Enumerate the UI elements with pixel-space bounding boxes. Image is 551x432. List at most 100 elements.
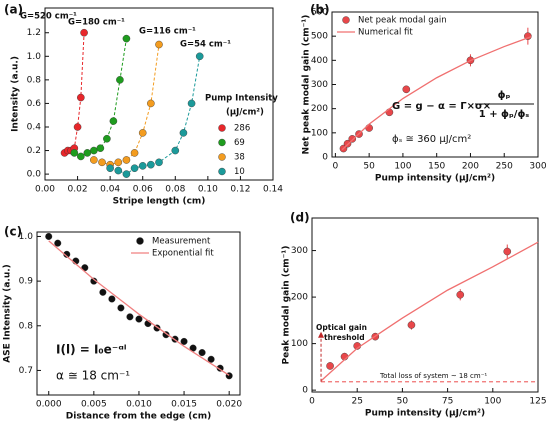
- x-tick-label: 0.14: [263, 185, 283, 195]
- marker: [122, 170, 131, 178]
- marker: [106, 164, 114, 173]
- series-annotation: G=520 cm⁻¹: [20, 12, 77, 22]
- y-tick-label: 200: [311, 104, 328, 114]
- series-line: [64, 32, 85, 154]
- loss-label: Total loss of system ~ 18 cm⁻¹: [379, 372, 487, 380]
- marker: [96, 144, 105, 152]
- y-axis-title: Peak modal gain (cm⁻¹): [282, 246, 292, 365]
- panel-label: (b): [310, 3, 330, 17]
- x-tick-label: 0.08: [165, 185, 185, 195]
- x-tick-label: 250: [496, 162, 513, 172]
- legend-marker: [342, 16, 350, 24]
- marker: [45, 232, 53, 240]
- marker: [135, 315, 143, 323]
- marker: [155, 158, 163, 167]
- marker: [402, 85, 411, 94]
- marker: [83, 149, 92, 157]
- formula-denominator: 1 + ϕₚ/ϕₛ: [479, 109, 530, 120]
- formula: I(l) = I₀e⁻ᵅˡ: [56, 343, 127, 357]
- marker: [456, 290, 465, 299]
- series-annotation: G=116 cm⁻¹: [139, 27, 196, 37]
- marker: [108, 295, 116, 303]
- x-tick-label: 25: [351, 397, 362, 407]
- marker: [207, 355, 215, 363]
- marker: [407, 321, 416, 329]
- x-tick-label: 100: [394, 162, 411, 172]
- y-tick-label: 0.4: [27, 122, 42, 132]
- marker: [130, 149, 139, 157]
- x-tick-label: 300: [529, 162, 546, 172]
- y-tick-label: 1.2: [27, 28, 41, 38]
- x-tick-label: 0.015: [171, 400, 197, 410]
- x-tick-label: 75: [442, 397, 453, 407]
- legend-title: Pump Intensity: [205, 94, 278, 104]
- y-tick-label: 0.9: [19, 277, 34, 287]
- marker: [122, 34, 131, 43]
- marker: [114, 158, 123, 167]
- y-axis-title: ASE Intensity (a.u.): [3, 264, 13, 363]
- y-tick-label: 0: [322, 153, 328, 163]
- marker: [70, 149, 79, 157]
- marker: [77, 152, 85, 161]
- y-tick-label: 300: [311, 80, 328, 90]
- plot-frame: [44, 7, 274, 181]
- marker: [326, 362, 334, 370]
- x-tick-label: 0.06: [133, 185, 153, 195]
- x-tick-label: 0: [309, 397, 315, 407]
- x-tick-label: 0.02: [68, 185, 88, 195]
- x-tick-label: 50: [363, 162, 375, 172]
- panel-label: (d): [290, 211, 310, 225]
- legend-marker: [218, 124, 226, 132]
- marker: [147, 99, 155, 108]
- series-line: [48, 240, 230, 376]
- threshold-label: Optical gain: [316, 323, 367, 332]
- marker: [180, 337, 188, 345]
- marker: [109, 117, 118, 125]
- marker: [99, 288, 107, 296]
- plot-frame: [311, 217, 539, 393]
- legend-marker: [218, 167, 226, 176]
- marker: [198, 349, 206, 357]
- formula-numerator: ϕₚ: [498, 90, 511, 101]
- threshold-label: threshold: [324, 333, 365, 342]
- marker: [130, 164, 139, 173]
- series-line: [110, 56, 201, 175]
- y-tick-label: 0: [302, 386, 308, 396]
- marker: [122, 156, 131, 164]
- marker: [348, 135, 357, 143]
- formula: G = g − α = Γ×σ×: [392, 101, 491, 112]
- legend-label: 286: [234, 124, 250, 134]
- marker: [103, 134, 111, 143]
- legend-title: (μJ/cm²): [226, 108, 264, 118]
- series-annotation: G=54 cm⁻¹: [180, 40, 231, 50]
- formula-note: α ≅ 18 cm⁻¹: [56, 369, 130, 383]
- marker: [126, 313, 134, 321]
- y-axis-title: Net peak modal gain (cm⁻¹): [302, 15, 312, 155]
- legend-label: 69: [234, 138, 245, 148]
- x-tick-label: 0.12: [230, 185, 250, 195]
- legend-marker: [136, 237, 144, 245]
- x-tick-label: 0: [333, 162, 339, 172]
- y-tick-label: 600: [311, 8, 328, 18]
- y-tick-label: 0.8: [19, 321, 34, 331]
- panel-label: (a): [4, 3, 23, 17]
- panel-label: (c): [4, 225, 22, 239]
- legend-label: 38: [234, 153, 245, 163]
- x-tick-label: 200: [462, 162, 479, 172]
- x-axis-title: Pump intensity (μJ/cm²): [375, 174, 495, 184]
- legend-label: Net peak modal gain: [358, 16, 447, 26]
- marker: [73, 123, 82, 131]
- y-tick-label: 1.0: [27, 52, 42, 62]
- marker: [147, 160, 155, 169]
- marker: [114, 166, 123, 175]
- y-tick-label: 500: [311, 32, 328, 42]
- arrow-head: [318, 331, 325, 338]
- y-tick-label: 0.0: [27, 170, 42, 180]
- y-tick-label: 0.6: [27, 99, 42, 109]
- legend-label: 10: [234, 167, 245, 177]
- marker: [138, 129, 147, 137]
- series-line: [74, 38, 127, 158]
- x-axis-title: Pump intensity (μJ/cm²): [365, 409, 485, 419]
- y-tick-label: 1.0: [19, 232, 34, 242]
